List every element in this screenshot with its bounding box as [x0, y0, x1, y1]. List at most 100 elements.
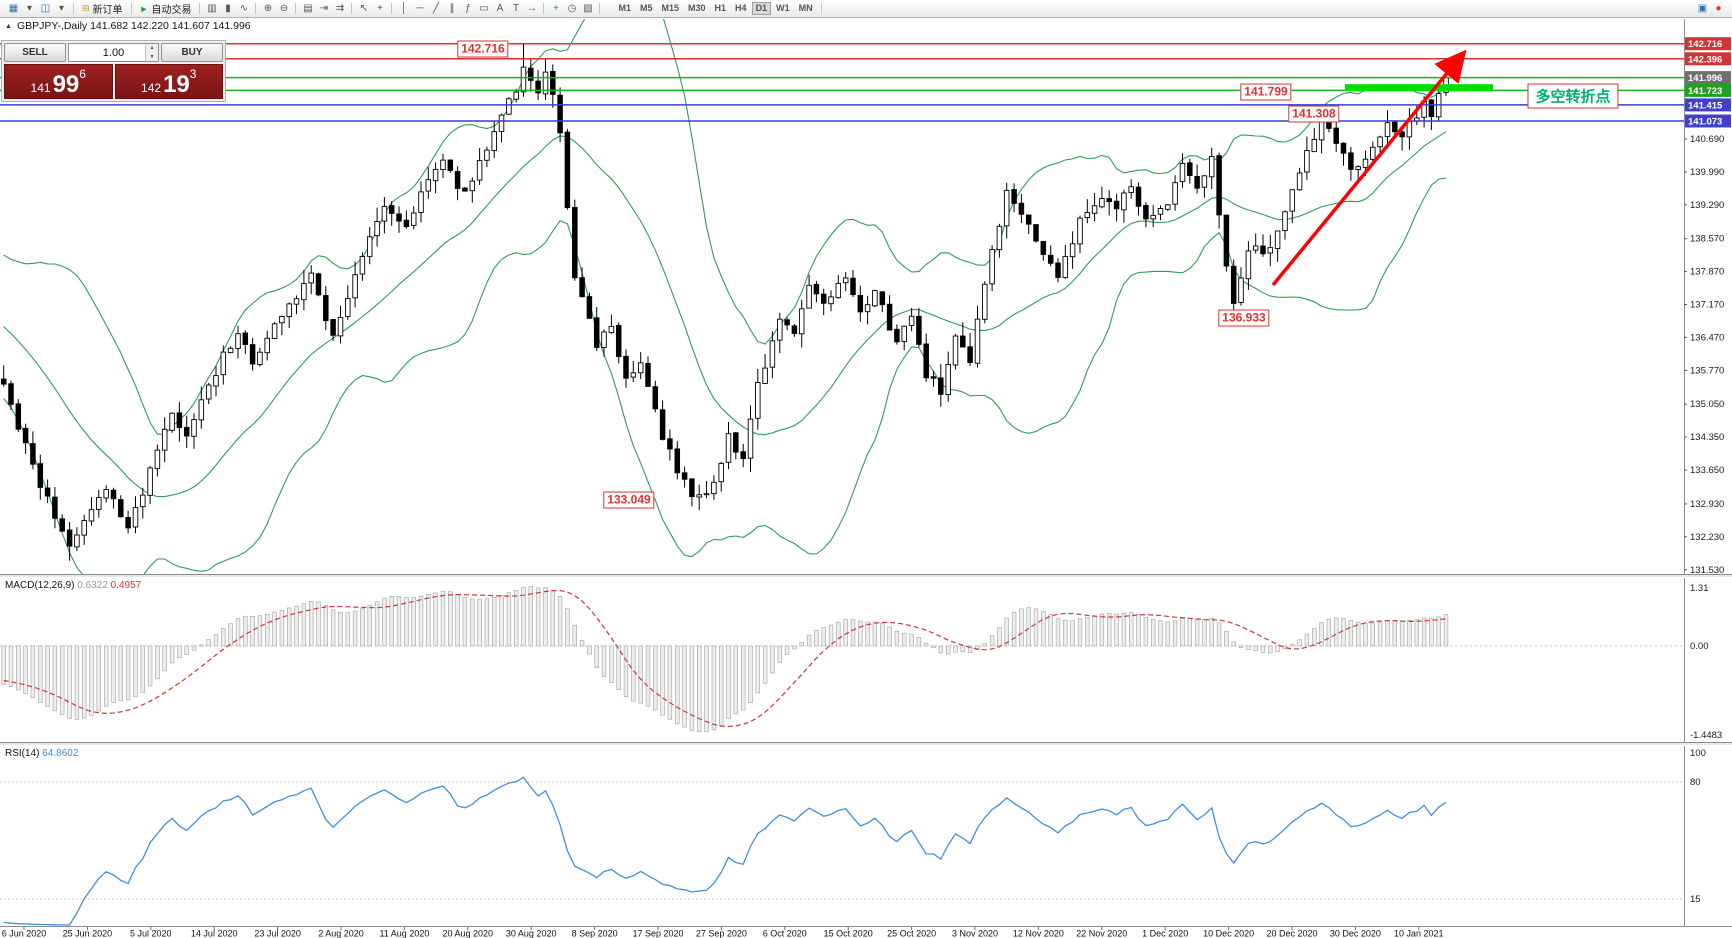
price-callout[interactable]: 141.308 — [1288, 105, 1340, 123]
toolbar-group-zoom: ⊕ ⊖ — [258, 0, 293, 17]
volume-input[interactable]: 1.00 ▴ ▾ — [68, 43, 159, 62]
trendline-icon[interactable]: ╱ — [432, 3, 439, 14]
macd-histogram — [1, 586, 1449, 733]
macd-signal-line — [3, 589, 1447, 728]
auto-scroll-icon[interactable]: ⇥ — [319, 3, 329, 14]
profiles-dropdown-icon[interactable]: ▾ — [58, 3, 65, 14]
sell-price-button[interactable]: 141 99 6 — [4, 64, 113, 99]
toolbar-separator — [543, 3, 545, 14]
annotation-note[interactable]: 多空转折点 — [1527, 83, 1619, 109]
crosshair-icon[interactable]: + — [377, 3, 383, 14]
vertical-line-icon[interactable]: │ — [400, 3, 408, 14]
toolbar-separator — [255, 3, 257, 14]
auto-trading-label: 自动交易 — [151, 5, 192, 16]
periods-icon[interactable]: ◷ — [567, 3, 577, 14]
time-axis-label: 5 Jul 2020 — [130, 929, 172, 938]
sell-price-sup: 6 — [79, 67, 86, 81]
horizontal-line-icon[interactable]: ─ — [416, 3, 424, 14]
toolbar-group-arrange: ▤ ⇥ ⇉ — [298, 0, 349, 17]
price-tag — [1685, 114, 1731, 128]
timeframe-mn[interactable]: MN — [795, 2, 817, 15]
macd-axis-label: 1.31 — [1690, 583, 1709, 594]
zoom-in-icon[interactable]: ⊕ — [263, 3, 273, 14]
support-zone[interactable] — [1345, 84, 1493, 92]
price-tag-label: 142.396 — [1688, 54, 1722, 65]
zoom-out-icon[interactable]: ⊖ — [279, 3, 289, 14]
time-axis-label: 20 Dec 2020 — [1266, 929, 1317, 938]
candlestick-chart-icon[interactable]: ▮ — [225, 3, 231, 14]
timeframe-m1[interactable]: M1 — [614, 2, 635, 15]
price-tag — [1685, 71, 1731, 85]
price-tag — [1685, 52, 1731, 66]
line-chart-icon[interactable]: ∿ — [239, 3, 249, 14]
volume-increase-button[interactable]: ▴ — [146, 44, 158, 53]
chart-shift-icon[interactable]: ⇉ — [335, 3, 345, 14]
price-axis-label: 137.870 — [1690, 267, 1724, 278]
price-callout[interactable]: 141.799 — [1240, 83, 1292, 101]
time-axis-label: 25 Oct 2020 — [887, 929, 936, 938]
toolbar-group-auto-trading: ► 自动交易 — [134, 0, 198, 17]
price-tag-label: 141.996 — [1688, 73, 1722, 84]
timeframe-w1[interactable]: W1 — [772, 2, 794, 15]
shapes-icon[interactable]: ▭ — [479, 3, 489, 14]
buy-button[interactable]: BUY — [161, 43, 223, 62]
price-callout[interactable]: 133.049 — [603, 491, 655, 509]
sell-button[interactable]: SELL — [4, 43, 66, 62]
panel-separator[interactable] — [0, 742, 1732, 746]
price-axis-label: 139.290 — [1690, 200, 1724, 211]
timeframe-h4[interactable]: H4 — [731, 2, 751, 15]
price-callout[interactable]: 142.716 — [457, 40, 509, 58]
new-chart-icon[interactable]: ▦ — [8, 3, 19, 14]
panel-separator[interactable] — [0, 574, 1732, 578]
timeframe-h1[interactable]: H1 — [711, 2, 731, 15]
text-icon[interactable]: A — [496, 3, 504, 14]
rsi-value: 64.8602 — [42, 748, 79, 759]
price-axis-label: 132.930 — [1690, 499, 1724, 510]
symbol-ohlc-text: GBPJPY-,Daily 141.682 142.220 141.607 14… — [16, 20, 251, 32]
auto-trading-icon: ► — [139, 3, 149, 14]
cursor-icon[interactable]: ↖ — [359, 3, 369, 14]
timeframe-d1[interactable]: D1 — [751, 2, 772, 15]
new-chart-dropdown-icon[interactable]: ▾ — [26, 3, 33, 14]
price-tag — [1685, 37, 1731, 51]
indicators-add-icon[interactable]: + — [553, 3, 559, 14]
trade-panel-controls: SELL 1.00 ▴ ▾ BUY — [4, 43, 223, 62]
time-axis-label: 6 Jun 2020 — [2, 929, 47, 938]
text-label-icon[interactable]: T — [512, 3, 520, 14]
time-axis-label: 3 Nov 2020 — [952, 929, 998, 938]
price-tag — [1685, 83, 1731, 97]
buy-price-pips: 19 — [163, 71, 190, 99]
time-axis-label: 1 Dec 2020 — [1142, 929, 1188, 938]
bar-chart-icon[interactable]: ▥ — [207, 3, 217, 14]
price-callout[interactable]: 136.933 — [1218, 309, 1270, 327]
time-axis-label: 25 Jun 2020 — [63, 929, 113, 938]
volume-decrease-button[interactable]: ▾ — [146, 52, 158, 61]
new-order-button[interactable]: ⊞ 新订单 — [78, 2, 127, 16]
template-icon[interactable]: ▧ — [583, 3, 593, 14]
price-axis-label: 135.770 — [1690, 365, 1724, 376]
tile-windows-icon[interactable]: ▤ — [303, 3, 313, 14]
toolbar-separator — [351, 3, 353, 14]
time-axis-label: 20 Aug 2020 — [443, 929, 494, 938]
timeframe-m15[interactable]: M15 — [658, 2, 684, 15]
price-axis-label: 138.570 — [1690, 234, 1724, 245]
buy-price-button[interactable]: 142 19 3 — [114, 64, 223, 99]
docs-icon[interactable]: ▣ — [1697, 3, 1708, 14]
alert-dot-icon[interactable]: ● — [1715, 3, 1722, 14]
trend-arrow[interactable] — [1271, 49, 1467, 287]
fibonacci-icon[interactable]: ƒ — [465, 3, 471, 14]
auto-trading-button[interactable]: ► 自动交易 — [136, 2, 196, 17]
channel-icon[interactable]: ∥ — [449, 3, 455, 14]
timeframe-m30[interactable]: M30 — [684, 2, 710, 15]
timeframe-m5[interactable]: M5 — [636, 2, 657, 15]
toolbar-group-chart-type: ▥ ▮ ∿ — [202, 0, 253, 17]
price-axis-label: 136.470 — [1690, 332, 1724, 343]
time-axis-label: 6 Oct 2020 — [763, 929, 807, 938]
arrow-object-icon[interactable]: → — [526, 3, 537, 14]
toolbar-group-draw-objects: │ ─ ╱ ∥ ƒ ▭ A T → — [394, 0, 541, 17]
rsi-line — [3, 776, 1447, 926]
toolbar-separator — [599, 3, 601, 14]
time-axis-label: 30 Dec 2020 — [1330, 929, 1381, 938]
profiles-icon[interactable]: ◫ — [40, 3, 51, 14]
